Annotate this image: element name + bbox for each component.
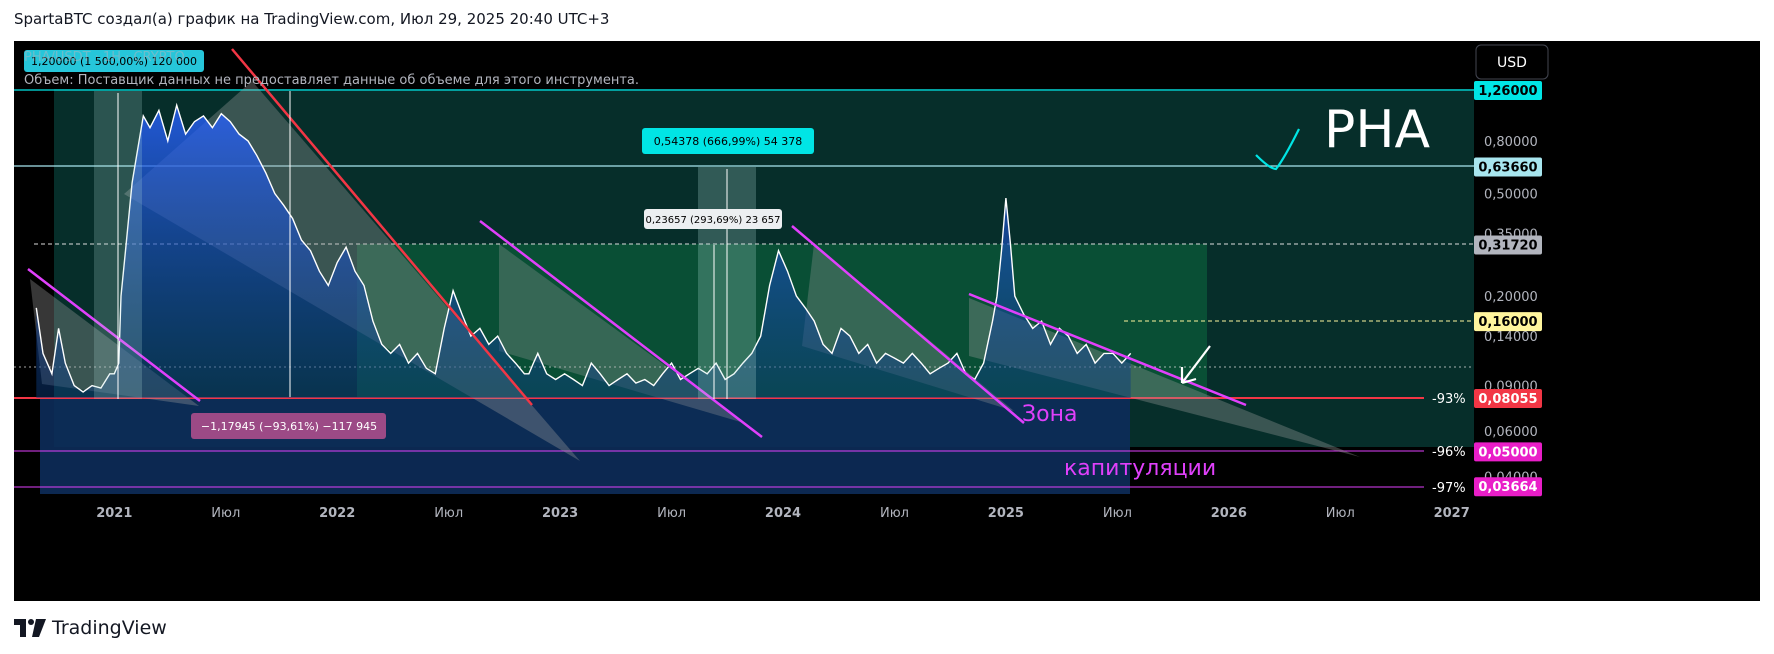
checkmark-icon [1255, 128, 1300, 171]
zone-label-1: Зона [1022, 402, 1077, 427]
y-tick-label: 0,80000 [1484, 135, 1538, 150]
price-badge-label: 0,16000 [1478, 315, 1537, 330]
x-tick-label: 2026 [1211, 506, 1247, 521]
x-tick-label: Июл [880, 506, 909, 521]
x-axis-ticks: 2021 Июл 2022 Июл 2023 Июл 2024 Июл 2025 Июл 2026 И… [96, 506, 1470, 521]
measure-label-mid: 0,54378 (666,99%) 54 378 [654, 135, 803, 148]
x-tick-label: Июл [211, 506, 240, 521]
price-badge-label: 1,26000 [1478, 84, 1537, 99]
legend-volume: Объем: Поставщик данных не предоставляет… [24, 73, 639, 88]
downtrend-line-2024 [791, 225, 1025, 424]
chart-panel[interactable]: 1,20000 (1 500,00%) 120 000 0,54378 (666… [14, 41, 1760, 601]
price-badge-label: 0,05000 [1478, 445, 1537, 460]
y-tick-label: 0,14000 [1484, 330, 1538, 345]
price-badge-label: 0,63660 [1478, 161, 1537, 176]
downtrend-line-2021 [27, 268, 201, 402]
price-badge-label: 0,08055 [1478, 392, 1537, 407]
price-badge [1474, 477, 1542, 497]
x-tick-label: 2027 [1434, 506, 1470, 521]
x-tick-label: Июл [434, 506, 463, 521]
price-area [36, 105, 1131, 398]
measure-label-drop: −1,17945 (−93,61%) −117 945 [201, 420, 377, 433]
x-tick-label: 2023 [542, 506, 578, 521]
price-line [35, 102, 1132, 393]
arrow-down-left-icon [1180, 345, 1211, 385]
y-tick-label: 0,06000 [1484, 425, 1538, 440]
price-badges: 1,26000 0,63660 0,31720 0,16000 0,08055 0,050… [1474, 81, 1542, 497]
measure-label-box-drop [191, 413, 386, 439]
footer-brand-label: TradingView [52, 617, 167, 639]
price-badge [1474, 235, 1542, 255]
price-badge [1474, 157, 1542, 177]
price-badge-label: 0,31720 [1478, 239, 1537, 254]
pct-label-93: -93% [1432, 392, 1466, 407]
price-badge [1474, 389, 1542, 408]
x-tick-label: Июл [1103, 506, 1132, 521]
y-tick-label: 0,20000 [1484, 290, 1538, 305]
downtrend-line-2022 [231, 48, 533, 406]
chart-attribution: SpartaBTC создал(а) график на TradingVie… [14, 10, 610, 28]
pct-label-96: -96% [1432, 445, 1466, 460]
x-tick-label: Июл [657, 506, 686, 521]
price-badge [1474, 312, 1542, 332]
price-badge-label: 0,03664 [1478, 480, 1537, 495]
measure-label-small: 0,23657 (293,69%) 23 657 [646, 215, 781, 226]
x-tick-label: 2024 [765, 506, 801, 521]
zone-label-2: капитуляции [1064, 456, 1216, 481]
x-tick-label: 2021 [96, 506, 132, 521]
legend-symbol: PHA/USDT · 1Н · CRYPTO [24, 50, 185, 65]
price-badge [1474, 442, 1542, 462]
downtrend-line-2023 [479, 220, 763, 438]
x-tick-label: Июл [1326, 506, 1355, 521]
currency-button-label: USD [1497, 55, 1527, 71]
x-tick-label: 2025 [988, 506, 1024, 521]
y-axis-ticks: 0,800000,500000,350000,200000,140000,090… [1484, 135, 1538, 486]
footer-brand: TradingView [14, 617, 167, 639]
measure-label-box-mid [642, 128, 814, 154]
y-tick-label: 0,50000 [1484, 188, 1538, 203]
downtrend-line-2025 [968, 292, 1247, 407]
pct-label-97: -97% [1432, 481, 1466, 496]
tradingview-logo-icon [14, 619, 46, 637]
price-chart[interactable]: 1,20000 (1 500,00%) 120 000 0,54378 (666… [14, 41, 1760, 601]
currency-button[interactable] [1475, 44, 1549, 80]
measure-label-box-top [24, 50, 204, 72]
ticker-annotation: PHA [1324, 100, 1430, 160]
measure-label-box-small [644, 209, 782, 229]
measure-label-top: 1,20000 (1 500,00%) 120 000 [31, 55, 197, 68]
capitulation-zone [40, 398, 1130, 494]
price-badge [1474, 81, 1542, 100]
x-tick-label: 2022 [319, 506, 355, 521]
